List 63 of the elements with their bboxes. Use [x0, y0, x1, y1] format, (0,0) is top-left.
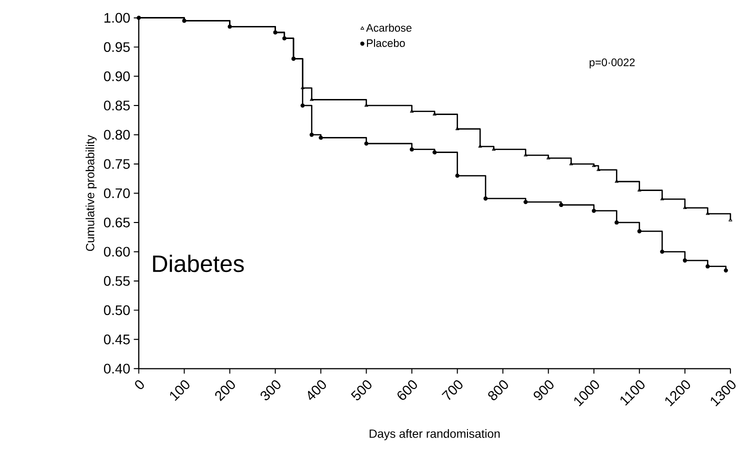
point: [410, 109, 414, 113]
point: [524, 200, 528, 204]
annotation: Diabetes: [153, 254, 244, 272]
annotation: p=0·0022: [590, 58, 635, 68]
x-tick-label: 300: [260, 380, 280, 400]
point: [614, 220, 619, 225]
point: [456, 126, 460, 130]
point: [637, 229, 642, 234]
point: [596, 168, 600, 172]
point: [318, 136, 323, 140]
x-tick-label: 400: [308, 380, 326, 400]
point: [546, 156, 550, 160]
point: [569, 162, 573, 166]
y-tick-label: 0.65: [104, 218, 130, 228]
point: [638, 188, 642, 192]
point: [310, 132, 314, 137]
y-tick-label: 0.80: [104, 130, 130, 140]
point: [559, 203, 564, 208]
point: [524, 153, 528, 157]
x-tick-label: 900: [534, 380, 554, 400]
x-tick-label: 700: [442, 380, 462, 400]
point: [364, 104, 368, 107]
point: [660, 250, 664, 254]
point: [410, 147, 414, 152]
point: [706, 212, 710, 216]
x-tick-label: 800: [488, 380, 508, 400]
point: [592, 208, 596, 213]
point: [310, 98, 314, 102]
point: [483, 196, 488, 201]
point: [478, 144, 482, 148]
y-tick-label: 0.70: [104, 188, 130, 198]
legend-label: Placebo: [366, 39, 405, 48]
point: [432, 150, 437, 155]
y-tick-label: 0.85: [104, 100, 130, 111]
point: [683, 206, 687, 210]
point: [614, 180, 618, 183]
x-tick-label: 600: [398, 380, 417, 400]
point: [432, 112, 436, 116]
y-tick-label: 0.90: [104, 72, 130, 82]
point: [724, 268, 728, 273]
point: [492, 147, 496, 151]
y-tick-label: 0.50: [104, 305, 130, 316]
y-tick-label: 1.00: [104, 13, 130, 23]
point: [660, 197, 664, 200]
y-tick-label: 0.95: [104, 42, 130, 52]
legend-label: Acarbose: [366, 24, 412, 32]
point: [682, 258, 687, 263]
y-tick-label: 0.40: [104, 364, 130, 374]
point: [300, 86, 304, 90]
y-tick-label: 0.60: [104, 246, 130, 257]
point: [455, 174, 460, 178]
y-tick-label: 0.75: [104, 159, 130, 170]
y-tick-label: 0.55: [104, 276, 130, 286]
point: [706, 264, 710, 269]
x-axis-title: Days after randomisation: [370, 429, 500, 440]
y-tick-label: 0.45: [104, 334, 130, 344]
x-tick-label: 200: [215, 380, 235, 402]
y-axis-title: Cumulative probability: [86, 135, 97, 252]
point: [300, 104, 305, 108]
x-tick-label: 100: [170, 380, 190, 402]
x-tick-label: 0: [135, 380, 144, 390]
point: [364, 142, 368, 146]
x-tick-label: 500: [350, 380, 372, 400]
